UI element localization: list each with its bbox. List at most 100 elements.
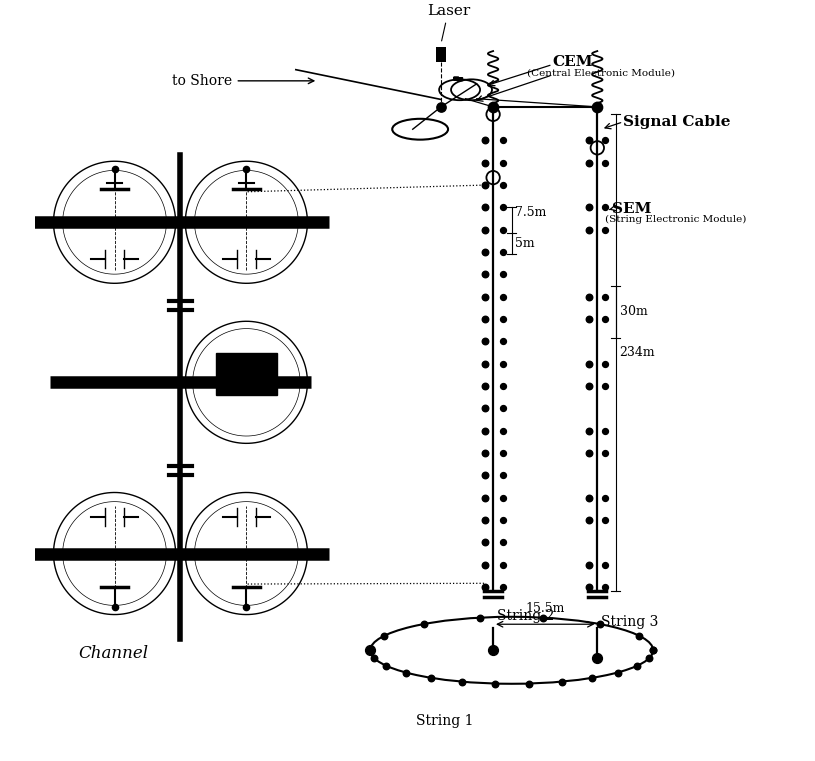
Point bbox=[478, 202, 491, 214]
Point bbox=[478, 403, 491, 415]
Point bbox=[598, 380, 611, 392]
Point bbox=[478, 358, 491, 370]
Point bbox=[399, 667, 412, 679]
Point bbox=[425, 672, 438, 684]
Point bbox=[583, 380, 596, 392]
Point bbox=[598, 224, 611, 236]
Point bbox=[478, 559, 491, 571]
Point bbox=[496, 291, 509, 303]
Text: 30m: 30m bbox=[619, 305, 647, 318]
Point bbox=[598, 157, 611, 169]
Point bbox=[240, 162, 253, 174]
Point bbox=[496, 447, 509, 459]
Point bbox=[496, 336, 509, 348]
Point bbox=[478, 134, 491, 146]
Point bbox=[478, 313, 491, 325]
Point bbox=[478, 537, 491, 549]
Point bbox=[583, 425, 596, 437]
Text: Laser: Laser bbox=[427, 4, 470, 41]
Point bbox=[417, 618, 430, 630]
Point bbox=[455, 676, 468, 688]
Point bbox=[598, 492, 611, 504]
Point bbox=[363, 645, 377, 657]
Point bbox=[591, 651, 604, 664]
Point bbox=[642, 652, 655, 664]
Text: 15.5m: 15.5m bbox=[526, 602, 565, 616]
Point bbox=[478, 224, 491, 236]
Point bbox=[434, 100, 447, 113]
Point bbox=[598, 447, 611, 459]
Point bbox=[583, 492, 596, 504]
Point bbox=[474, 612, 487, 624]
Point bbox=[478, 447, 491, 459]
Text: 234m: 234m bbox=[619, 346, 655, 359]
Point bbox=[583, 559, 596, 571]
Text: SEM: SEM bbox=[612, 202, 652, 216]
Text: 7.5m: 7.5m bbox=[515, 206, 547, 219]
Point bbox=[585, 672, 598, 684]
Point bbox=[496, 581, 509, 593]
Text: String 2: String 2 bbox=[497, 610, 554, 623]
Point bbox=[583, 358, 596, 370]
Point bbox=[478, 246, 491, 258]
Point bbox=[496, 202, 509, 214]
Point bbox=[593, 618, 606, 630]
Point bbox=[108, 601, 121, 613]
Point bbox=[496, 246, 509, 258]
Point bbox=[583, 313, 596, 325]
Point bbox=[598, 425, 611, 437]
Point bbox=[108, 162, 121, 174]
Point bbox=[368, 652, 381, 664]
Point bbox=[496, 157, 509, 169]
Point bbox=[488, 677, 501, 689]
Point bbox=[646, 645, 659, 657]
Point bbox=[598, 202, 611, 214]
Text: 5m: 5m bbox=[515, 237, 535, 250]
Point bbox=[496, 470, 509, 482]
Point bbox=[598, 134, 611, 146]
Text: Signal Cable: Signal Cable bbox=[623, 115, 731, 129]
Text: Channel: Channel bbox=[78, 645, 148, 662]
Point bbox=[496, 425, 509, 437]
Bar bbox=[216, 353, 277, 395]
Bar bbox=[436, 47, 446, 62]
Text: String 1: String 1 bbox=[416, 714, 474, 728]
Point bbox=[496, 537, 509, 549]
Point bbox=[598, 313, 611, 325]
Point bbox=[598, 358, 611, 370]
Point bbox=[478, 336, 491, 348]
Point bbox=[478, 425, 491, 437]
Point bbox=[632, 629, 645, 642]
Point bbox=[598, 514, 611, 526]
Point bbox=[583, 447, 596, 459]
Text: (Central Electronic Module): (Central Electronic Module) bbox=[526, 69, 675, 78]
Point bbox=[487, 100, 500, 113]
Point bbox=[478, 581, 491, 593]
Point bbox=[583, 291, 596, 303]
Point bbox=[646, 645, 659, 657]
Point bbox=[487, 645, 500, 657]
Point bbox=[478, 179, 491, 191]
Point bbox=[478, 157, 491, 169]
Point bbox=[583, 134, 596, 146]
Point bbox=[591, 100, 604, 113]
Point bbox=[583, 224, 596, 236]
Text: (String Electronic Module): (String Electronic Module) bbox=[605, 215, 747, 224]
Point bbox=[496, 380, 509, 392]
Point bbox=[555, 676, 568, 688]
Point bbox=[478, 470, 491, 482]
Point bbox=[478, 514, 491, 526]
Point bbox=[583, 202, 596, 214]
Point bbox=[496, 358, 509, 370]
Point bbox=[583, 581, 596, 593]
Point bbox=[240, 601, 253, 613]
Point bbox=[536, 612, 549, 624]
Point bbox=[611, 667, 624, 679]
Point bbox=[496, 134, 509, 146]
Point bbox=[478, 492, 491, 504]
Point bbox=[378, 629, 391, 642]
Text: String 3: String 3 bbox=[601, 615, 659, 629]
Point bbox=[598, 559, 611, 571]
Point bbox=[380, 660, 393, 672]
Point bbox=[496, 514, 509, 526]
